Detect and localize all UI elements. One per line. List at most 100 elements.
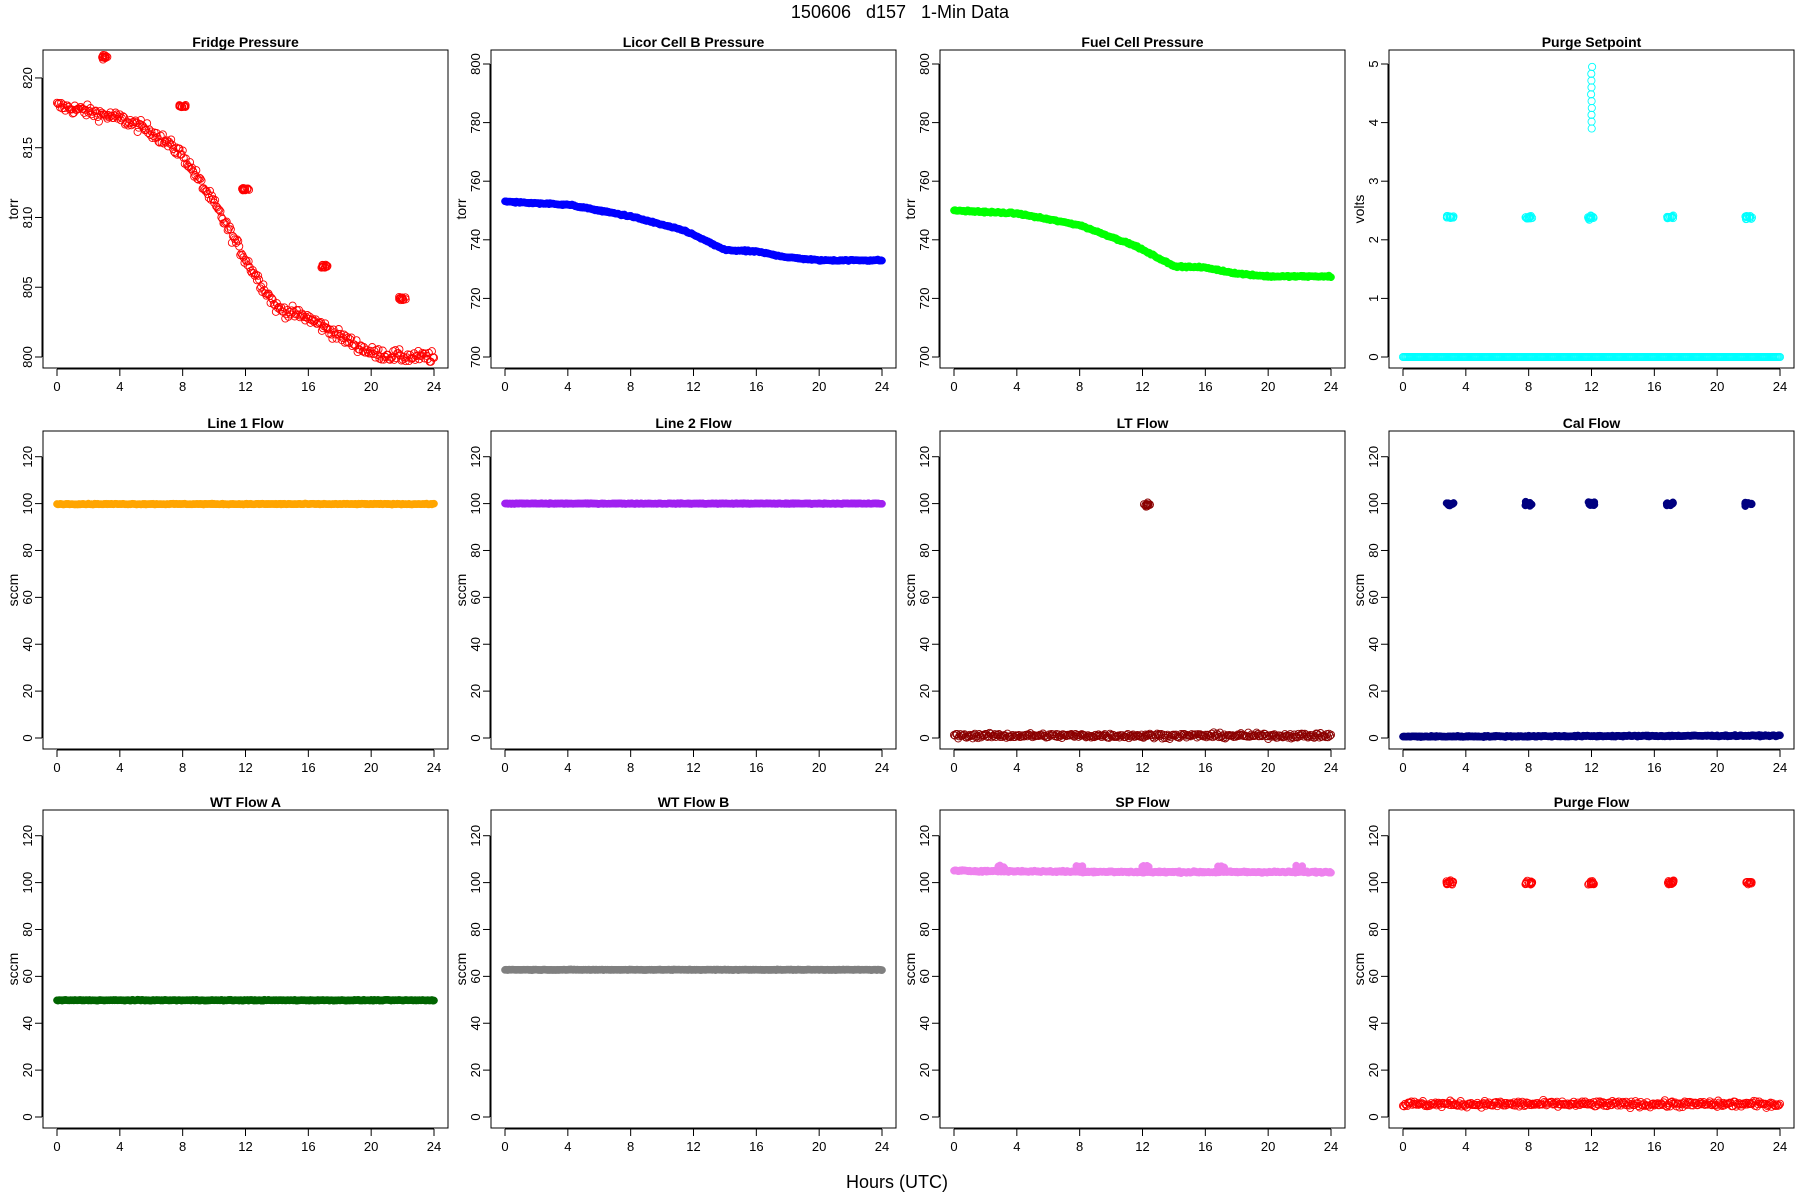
- y-tick-label: 40: [20, 1016, 35, 1030]
- y-tick-label: 0: [1366, 353, 1381, 360]
- data-point: [195, 173, 204, 182]
- y-tick-label: 760: [468, 170, 483, 192]
- data-point: [994, 864, 1003, 873]
- y-tick-label: 760: [917, 170, 932, 192]
- y-tick-label: 20: [917, 1063, 932, 1077]
- x-tick-label: 8: [627, 760, 634, 775]
- x-tick-label: 8: [179, 760, 186, 775]
- data-point: [378, 346, 387, 355]
- data-point: [426, 357, 435, 366]
- y-tick-label: 80: [20, 543, 35, 557]
- x-tick-label: 4: [116, 1139, 123, 1154]
- plot-frame: [939, 49, 1346, 369]
- y-tick-label: 40: [917, 637, 932, 651]
- data-point: [317, 263, 326, 272]
- data-point: [1587, 90, 1596, 99]
- y-tick-label: 40: [917, 1016, 932, 1030]
- y-tick-label: 720: [468, 288, 483, 310]
- data-point: [262, 291, 271, 300]
- data-point: [1587, 117, 1596, 126]
- x-tick-label: 20: [364, 379, 378, 394]
- data-point: [193, 174, 202, 183]
- data-points: [1398, 876, 1785, 1113]
- y-tick-label: 80: [917, 543, 932, 557]
- data-point: [412, 352, 421, 361]
- figure-title: 150606 d157 1-Min Data: [791, 2, 1010, 22]
- y-tick-label: 2: [1366, 236, 1381, 243]
- x-tick-label: 20: [364, 1139, 378, 1154]
- x-tick-label: 4: [1462, 1139, 1469, 1154]
- plot-frame: [1388, 49, 1795, 369]
- data-point: [323, 261, 332, 271]
- x-tick-label: 0: [1399, 1139, 1406, 1154]
- x-tick-label: 0: [53, 379, 60, 394]
- data-point: [326, 325, 335, 334]
- data-point: [245, 263, 254, 272]
- data-point: [167, 135, 176, 144]
- y-tick-label: 100: [1366, 872, 1381, 894]
- y-tick-label: 60: [468, 969, 483, 983]
- panel-title: Line 2 Flow: [655, 415, 731, 431]
- y-tick-label: 800: [20, 346, 35, 368]
- x-tick-label: 0: [53, 1139, 60, 1154]
- data-point: [188, 163, 197, 172]
- y-tick-label: 1: [1366, 295, 1381, 302]
- y-tick-label: 60: [20, 969, 35, 983]
- x-tick-label: 16: [1647, 1139, 1661, 1154]
- y-tick-label: 3: [1366, 178, 1381, 185]
- data-point: [254, 271, 263, 280]
- x-tick-label: 16: [301, 1139, 315, 1154]
- x-tick-label: 0: [950, 1139, 957, 1154]
- x-axis: 0 4 8 12 16 20 24: [1399, 368, 1787, 394]
- data-point: [241, 186, 250, 195]
- data-point: [136, 115, 145, 125]
- data-point: [395, 345, 404, 354]
- data-point: [216, 207, 225, 216]
- data-point: [388, 353, 397, 362]
- y-tick-label: 60: [1366, 590, 1381, 604]
- data-points: [52, 51, 439, 366]
- y-tick-label: 20: [917, 684, 932, 698]
- y-tick-label: 120: [1366, 825, 1381, 847]
- data-point: [184, 162, 194, 172]
- y-tick-label: 120: [917, 825, 932, 847]
- x-tick-label: 20: [812, 760, 826, 775]
- y-axis-label: torr: [902, 198, 918, 219]
- data-point: [101, 53, 110, 62]
- y-tick-label: 100: [468, 493, 483, 515]
- y-tick-label: 40: [20, 637, 35, 651]
- data-point: [221, 218, 230, 227]
- y-tick-label: 60: [917, 590, 932, 604]
- y-tick-label: 700: [468, 346, 483, 368]
- y-tick-label: 120: [20, 446, 35, 468]
- x-tick-label: 8: [179, 1139, 186, 1154]
- x-tick-label: 0: [501, 1139, 508, 1154]
- y-tick-label: 0: [917, 734, 932, 741]
- plot-frame: [42, 430, 449, 750]
- data-point: [192, 166, 201, 175]
- y-axis-label: torr: [453, 198, 469, 219]
- y-tick-label: 20: [1366, 1063, 1381, 1077]
- data-point: [211, 196, 220, 205]
- x-tick-label: 4: [1013, 379, 1020, 394]
- data-point: [143, 119, 152, 128]
- data-point: [1525, 212, 1534, 221]
- data-point: [318, 262, 328, 271]
- data-point: [180, 101, 189, 110]
- y-tick-label: 100: [917, 872, 932, 894]
- y-tick-label: 0: [1366, 734, 1381, 741]
- x-tick-label: 20: [1710, 760, 1724, 775]
- data-point: [133, 127, 142, 136]
- data-point: [1524, 213, 1533, 223]
- y-tick-label: 60: [468, 590, 483, 604]
- data-point: [74, 104, 84, 113]
- x-tick-label: 12: [1584, 760, 1598, 775]
- x-axis: 0 4 8 12 16 20 24: [950, 749, 1338, 775]
